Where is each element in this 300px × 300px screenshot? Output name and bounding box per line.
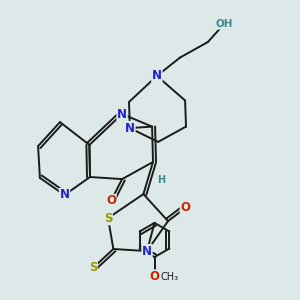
Text: N: N [117, 107, 127, 121]
Text: N: N [152, 69, 162, 82]
Text: N: N [125, 122, 135, 135]
Text: N: N [142, 244, 152, 258]
Text: OH: OH [215, 19, 233, 29]
Text: O: O [106, 194, 116, 208]
Text: H: H [157, 175, 165, 185]
Text: N: N [59, 188, 70, 202]
Text: CH₃: CH₃ [160, 272, 178, 282]
Text: S: S [104, 212, 112, 225]
Text: O: O [180, 201, 190, 214]
Text: S: S [89, 261, 97, 274]
Text: O: O [149, 270, 160, 283]
